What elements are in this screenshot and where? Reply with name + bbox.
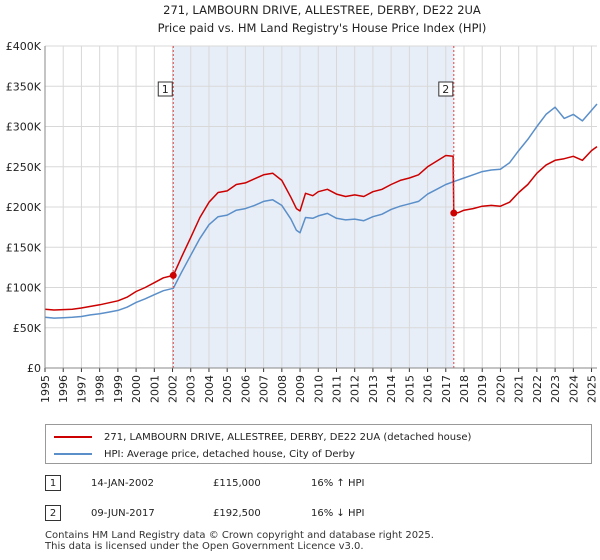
footer-line-1: Contains HM Land Registry data © Crown c…	[45, 530, 434, 541]
price-chart: 271, LAMBOURN DRIVE, ALLESTREE, DERBY, D…	[6, 3, 599, 403]
sale-marker-badge	[157, 81, 173, 97]
sale-marker-label: 2	[442, 83, 449, 96]
y-tick-label: £150K	[6, 241, 42, 254]
x-tick-label: 1999	[112, 375, 125, 403]
sale-number-badge: 1	[45, 475, 61, 491]
gridlines	[44, 45, 597, 369]
legend-swatch-property	[54, 436, 92, 438]
x-tick-label: 2009	[294, 375, 307, 403]
x-tick-label: 2023	[549, 375, 562, 403]
legend-label-property: 271, LAMBOURN DRIVE, ALLESTREE, DERBY, D…	[104, 431, 472, 443]
x-tick-label: 2005	[221, 375, 234, 403]
x-tick-label: 2011	[330, 375, 343, 403]
y-tick-label: £50K	[13, 322, 42, 335]
x-tick-label: 2002	[167, 375, 180, 403]
footer-attribution: Contains HM Land Registry data © Crown c…	[45, 530, 434, 552]
sale-hpi-diff: 16% ↓ HPI	[311, 507, 365, 519]
sale-marker-label: 1	[162, 83, 169, 96]
y-tick-label: £0	[27, 362, 41, 375]
y-tick-label: £400K	[6, 40, 42, 53]
x-tick-label: 2007	[258, 375, 271, 403]
sale-hpi-diff: 16% ↑ HPI	[311, 477, 365, 489]
axes: £0 £50K £100K £150K £200K £250K £300K £350K £400…	[6, 40, 599, 403]
x-tick-label: 2012	[349, 375, 362, 403]
sale-date: 09-JUN-2017	[91, 507, 155, 519]
x-tick-label: 2015	[403, 375, 416, 403]
legend-swatch-hpi	[54, 453, 92, 455]
y-tick-label: £300K	[6, 121, 42, 134]
x-tick-label: 2024	[567, 375, 580, 403]
sale-point	[169, 271, 177, 279]
x-tick-label: 2000	[130, 375, 143, 403]
sale-marker-badge	[438, 81, 454, 97]
series-lines	[44, 103, 598, 319]
x-tick-label: 2010	[312, 375, 325, 403]
x-tick-label: 2025	[586, 375, 599, 403]
x-tick-label: 2006	[239, 375, 252, 403]
legend-label-hpi: HPI: Average price, detached house, City…	[104, 448, 355, 460]
x-tick-label: 1995	[39, 375, 52, 403]
x-tick-label: 2018	[458, 375, 471, 403]
y-tick-label: £200K	[6, 201, 42, 214]
x-tick-label: 2013	[367, 375, 380, 403]
y-tick-label: £350K	[6, 80, 42, 93]
x-tick-label: 1996	[57, 375, 70, 403]
x-tick-label: 2020	[494, 375, 507, 403]
y-tick-label: £250K	[6, 161, 42, 174]
x-tick-label: 2003	[185, 375, 198, 403]
x-tick-label: 2001	[148, 375, 161, 403]
x-tick-label: 2017	[440, 375, 453, 403]
hpi-line	[44, 103, 598, 319]
sale-point	[450, 209, 458, 217]
legend-item-hpi: HPI: Average price, detached house, City…	[54, 445, 355, 463]
y-tick-label: £100K	[6, 282, 42, 295]
sale-row-2: 2 09-JUN-2017 £192,500 16% ↓ HPI	[45, 503, 364, 523]
x-tick-label: 2016	[422, 375, 435, 403]
sale-number-badge: 2	[45, 505, 61, 521]
x-tick-label: 2022	[531, 375, 544, 403]
x-tick-label: 1997	[75, 375, 88, 403]
legend: 271, LAMBOURN DRIVE, ALLESTREE, DERBY, D…	[45, 424, 592, 464]
x-tick-label: 2021	[513, 375, 526, 403]
sale-price: £192,500	[213, 507, 261, 519]
x-tick-label: 2004	[203, 375, 216, 403]
chart-subtitle: Price paid vs. HM Land Registry's House …	[158, 21, 487, 35]
x-tick-label: 2019	[476, 375, 489, 403]
x-tick-label: 2014	[385, 375, 398, 403]
legend-item-property: 271, LAMBOURN DRIVE, ALLESTREE, DERBY, D…	[54, 428, 471, 446]
footer-line-2: This data is licensed under the Open Gov…	[45, 541, 364, 552]
property-price-line	[44, 145, 598, 311]
x-tick-label: 1998	[94, 375, 107, 403]
sale-row-1: 1 14-JAN-2002 £115,000 16% ↑ HPI	[45, 473, 364, 493]
chart-title: 271, LAMBOURN DRIVE, ALLESTREE, DERBY, D…	[163, 3, 481, 17]
sale-price: £115,000	[213, 477, 261, 489]
sale-date: 14-JAN-2002	[91, 477, 155, 489]
x-tick-label: 2008	[276, 375, 289, 403]
